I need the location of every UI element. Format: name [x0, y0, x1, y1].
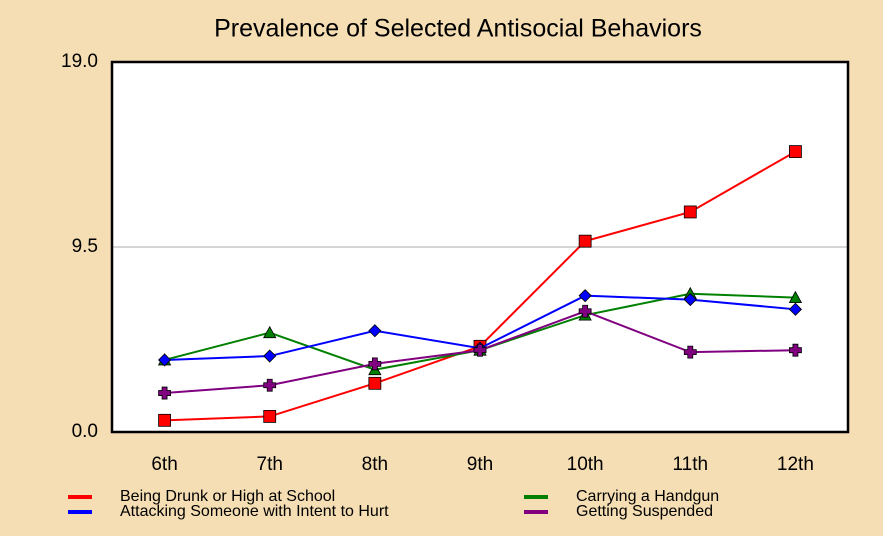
marker — [368, 324, 382, 338]
legend-label: Being Drunk or High at School — [120, 488, 335, 505]
marker — [683, 293, 697, 307]
marker — [263, 378, 277, 392]
y-tick-label: 9.5 — [72, 236, 98, 257]
y-tick-label: 0.0 — [72, 421, 98, 442]
x-tick-label: 7th — [257, 454, 283, 475]
marker — [473, 343, 487, 357]
x-tick-label: 8th — [362, 454, 388, 475]
y-tick-label: 19.0 — [61, 51, 98, 72]
x-tick-label: 11th — [672, 454, 708, 475]
marker — [683, 205, 697, 219]
marker — [158, 413, 171, 427]
x-tick-label: 12th — [777, 454, 814, 475]
marker — [263, 325, 277, 339]
x-tick-label: 6th — [151, 454, 177, 475]
legend-label: Getting Suspended — [576, 503, 713, 520]
marker — [789, 343, 802, 357]
marker — [789, 145, 802, 158]
marker — [788, 302, 802, 316]
legend-label: Carrying a Handgun — [576, 488, 719, 505]
marker — [578, 289, 592, 303]
marker — [788, 290, 803, 304]
marker — [368, 376, 382, 390]
legend-label: Attacking Someone with Intent to Hurt — [120, 503, 389, 520]
marker — [683, 345, 697, 359]
marker — [578, 234, 592, 248]
marker — [263, 349, 277, 363]
marker — [368, 357, 382, 371]
marker — [158, 353, 172, 367]
x-tick-label: 10th — [567, 454, 604, 475]
marker — [158, 386, 171, 400]
marker — [578, 304, 592, 318]
x-tick-label: 9th — [467, 454, 493, 475]
chart-title: Prevalence of Selected Antisocial Behavi… — [214, 15, 702, 43]
plot-border — [110, 60, 850, 434]
marker — [263, 410, 277, 423]
